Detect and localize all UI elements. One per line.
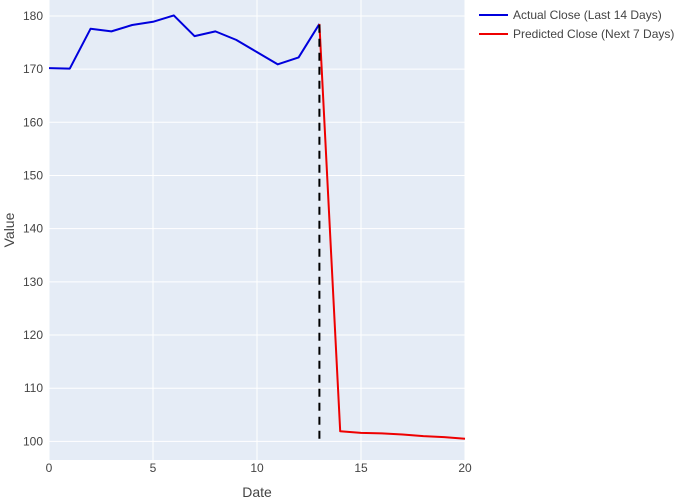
y-tick-label: 130 <box>23 275 43 289</box>
x-tick-label: 5 <box>150 461 157 475</box>
x-tick-labels: 0 5 10 15 20 <box>46 461 472 475</box>
y-tick-label: 110 <box>24 381 43 395</box>
y-tick-label: 170 <box>23 62 43 76</box>
y-tick-label: 150 <box>23 168 43 182</box>
x-tick-label: 15 <box>354 461 368 475</box>
series-line-predicted-close <box>318 23 466 440</box>
series-line-actual-close <box>48 14 321 70</box>
y-tick-label: 100 <box>23 434 43 448</box>
legend-label: Actual Close (Last 14 Days) <box>513 8 662 22</box>
legend-label: Predicted Close (Next 7 Days) <box>513 27 674 41</box>
y-tick-labels: 100 110 120 130 140 150 160 170 180 <box>23 9 43 448</box>
y-tick-label: 120 <box>23 328 43 342</box>
y-tick-label: 160 <box>23 115 43 129</box>
x-axis-title: Date <box>242 484 272 500</box>
x-tick-label: 0 <box>46 461 53 475</box>
y-axis-title: Value <box>1 212 17 247</box>
legend: Actual Close (Last 14 Days) Predicted Clo… <box>479 8 674 41</box>
x-tick-label: 10 <box>250 461 264 475</box>
series-layer <box>48 14 466 440</box>
y-tick-label: 180 <box>23 9 43 23</box>
x-tick-label: 20 <box>458 461 472 475</box>
y-tick-label: 140 <box>23 222 43 236</box>
x-gridlines <box>48 0 466 460</box>
